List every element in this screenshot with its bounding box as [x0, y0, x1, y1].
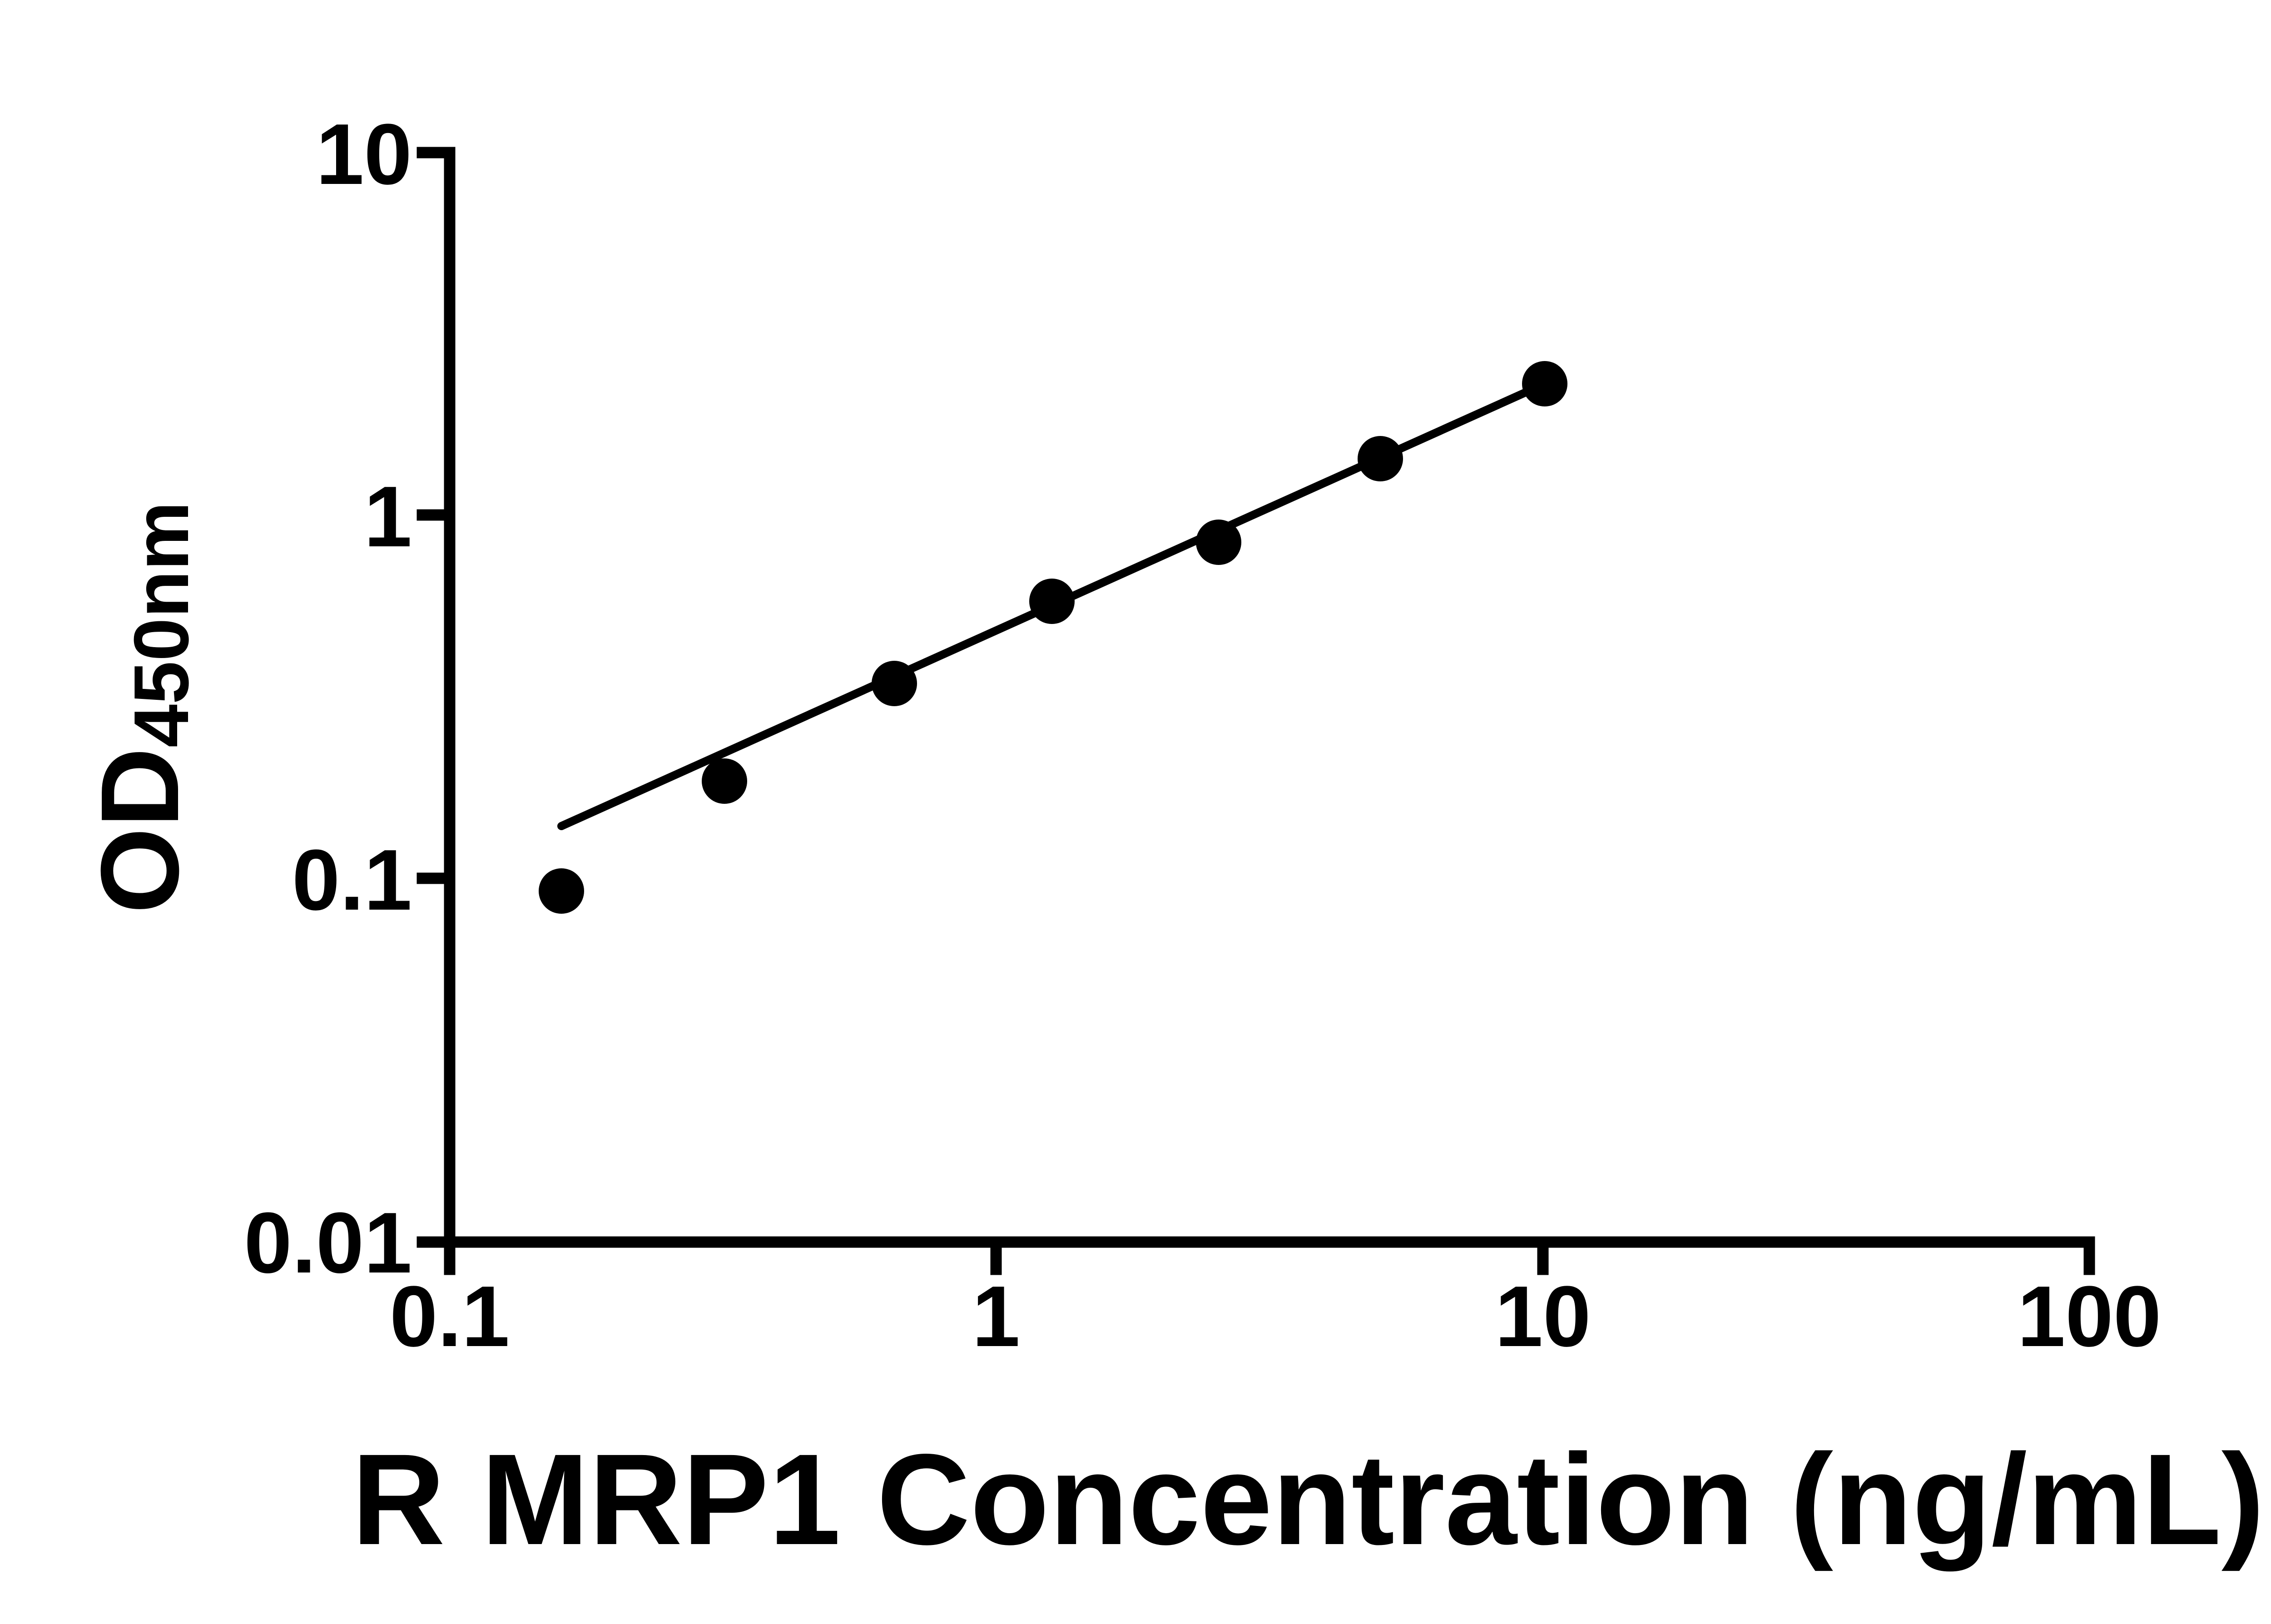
svg-text:10: 10 — [1495, 1268, 1591, 1365]
svg-text:100: 100 — [2017, 1268, 2161, 1365]
svg-text:1: 1 — [972, 1268, 1020, 1365]
svg-text:R MRP1 Concentration (ng/mL): R MRP1 Concentration (ng/mL) — [352, 1427, 2265, 1572]
svg-text:1: 1 — [364, 469, 412, 565]
svg-text:10: 10 — [316, 106, 412, 203]
svg-text:0.1: 0.1 — [390, 1268, 510, 1365]
svg-text:0.01: 0.01 — [244, 1195, 412, 1291]
svg-text:0.1: 0.1 — [292, 832, 412, 928]
